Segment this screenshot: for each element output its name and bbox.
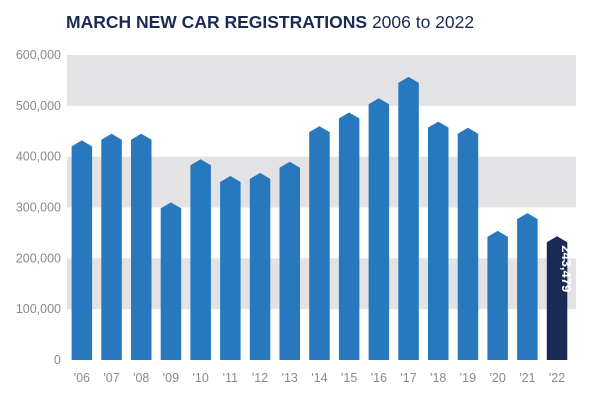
x-tick-label: '20 (490, 371, 506, 385)
x-tick-label: '18 (430, 371, 446, 385)
x-tick-label: '09 (163, 371, 179, 385)
bar-06 (71, 140, 93, 360)
bar-22 (546, 236, 568, 360)
bar-11 (220, 175, 241, 360)
bar-09 (160, 202, 182, 360)
x-axis-ticks: '06 '07 '08 '09 '10 '11 '12 '13 '14 '15 '16 '17 '18 '… (74, 371, 566, 385)
bar-17 (398, 76, 419, 360)
chart-title-main: MARCH NEW CAR REGISTRATIONS (66, 12, 368, 32)
data-labels: 243,479 (559, 245, 574, 292)
y-tick-label: 500,000 (16, 99, 61, 113)
bar-16 (368, 98, 390, 360)
grid-band (67, 55, 576, 106)
x-tick-label: '12 (252, 371, 268, 385)
x-tick-label: '15 (341, 371, 357, 385)
x-tick-label: '10 (193, 371, 209, 385)
bar-15 (338, 112, 360, 360)
y-axis-ticks: 0 100,000 200,000 300,000 400,000 500,000 600,… (16, 48, 61, 367)
x-tick-label: '16 (371, 371, 387, 385)
x-tick-label: '11 (223, 371, 238, 385)
y-tick-label: 400,000 (16, 150, 61, 164)
y-tick-label: 100,000 (16, 302, 61, 316)
x-tick-label: '22 (549, 371, 565, 385)
bar-21 (517, 213, 538, 360)
chart-subtitle: 2006 to 2022 (371, 12, 475, 32)
y-tick-label: 600,000 (16, 48, 61, 62)
y-tick-label: 300,000 (16, 201, 61, 215)
chart-title: MARCH NEW CAR REGISTRATIONS 2006 to 2022 (66, 10, 474, 34)
bar-19 (457, 127, 479, 360)
x-tick-label: '08 (133, 371, 149, 385)
bar-12 (249, 172, 271, 360)
bar-14 (309, 126, 330, 361)
x-tick-label: '17 (400, 371, 416, 385)
x-tick-label: '06 (74, 371, 90, 385)
x-tick-label: '19 (460, 371, 476, 385)
bar-10 (190, 159, 211, 360)
bars (71, 76, 568, 361)
bar-20 (487, 230, 508, 360)
x-tick-label: '13 (282, 371, 298, 385)
bar-08 (131, 133, 152, 360)
bar-13 (279, 161, 300, 360)
x-tick-label: '21 (519, 371, 535, 385)
data-label: 243,479 (559, 245, 574, 292)
x-tick-label: '14 (311, 371, 327, 385)
bar-07 (101, 133, 122, 360)
x-tick-label: '07 (103, 371, 119, 385)
y-tick-label: 200,000 (16, 251, 61, 265)
bar-18 (428, 121, 449, 360)
y-tick-label: 0 (54, 353, 61, 367)
